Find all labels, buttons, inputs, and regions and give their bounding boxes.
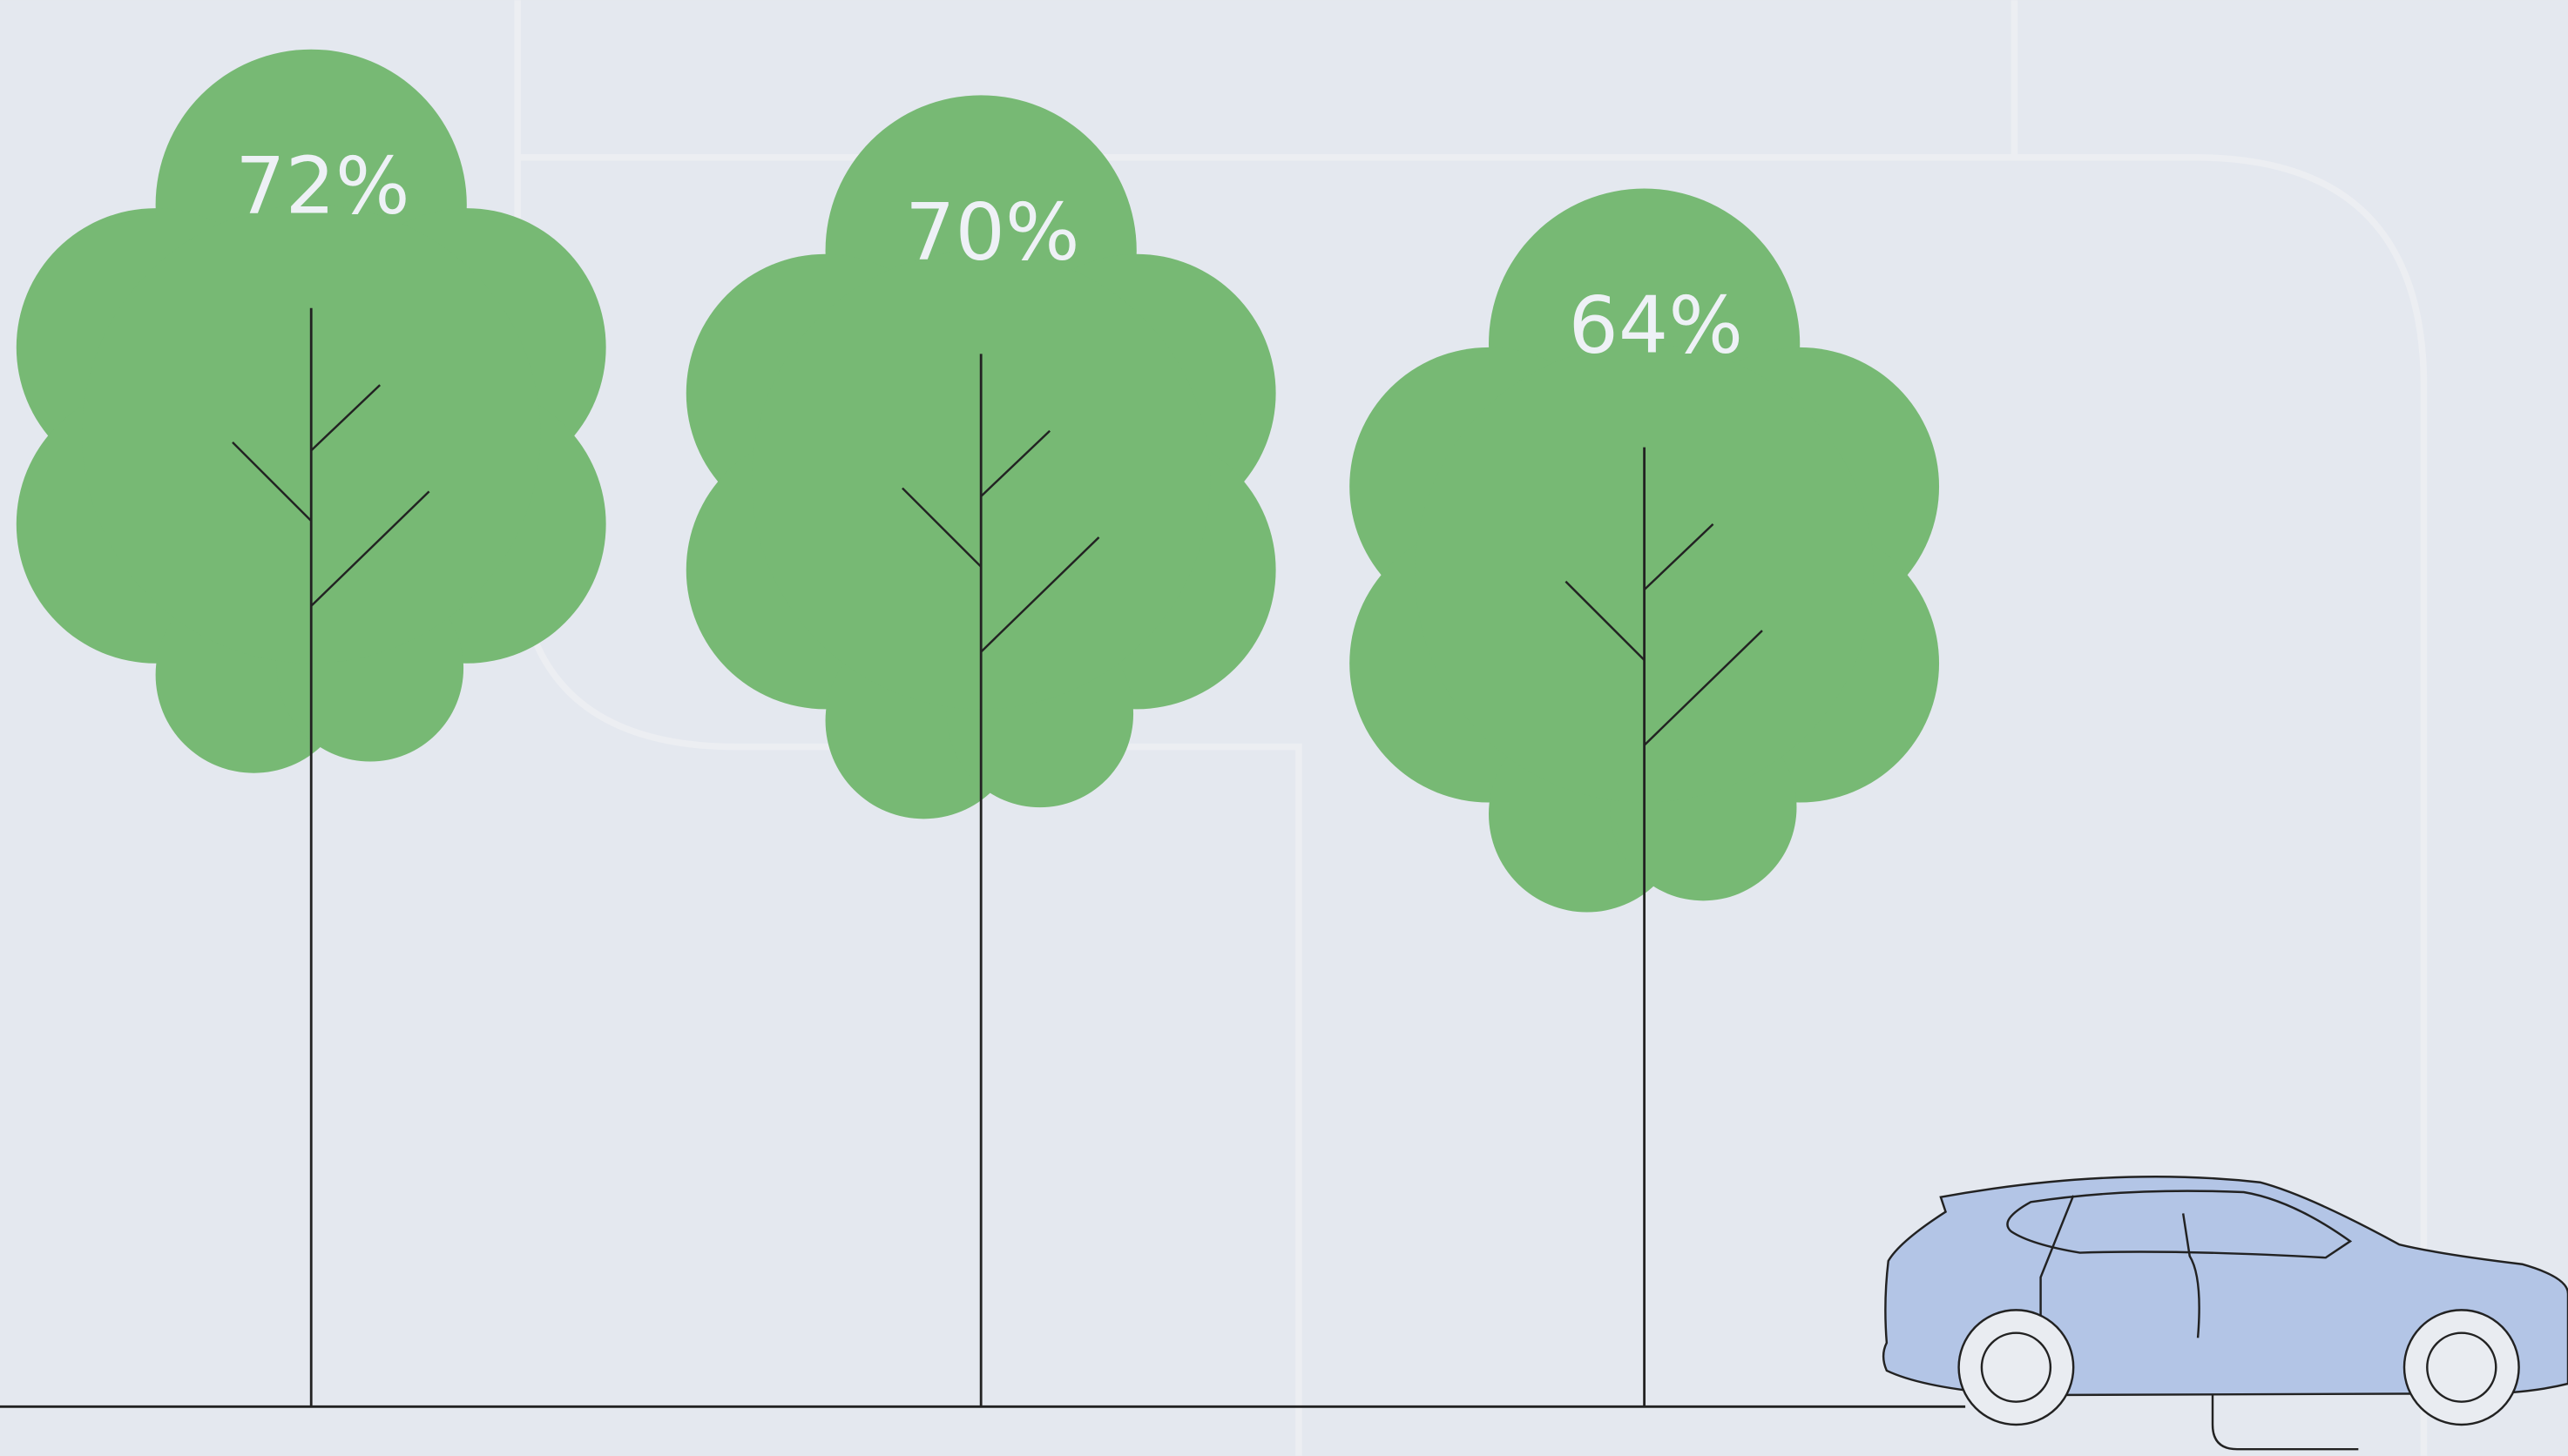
percentage-label: 70% (905, 186, 1080, 278)
percentage-label: 72% (235, 141, 410, 233)
percentage-label: 64% (1569, 280, 1744, 372)
scene: 72% 70% 64% (0, 0, 2568, 1456)
page: 72%70%64% (() => { const data = JSON.par… (0, 0, 2568, 1456)
